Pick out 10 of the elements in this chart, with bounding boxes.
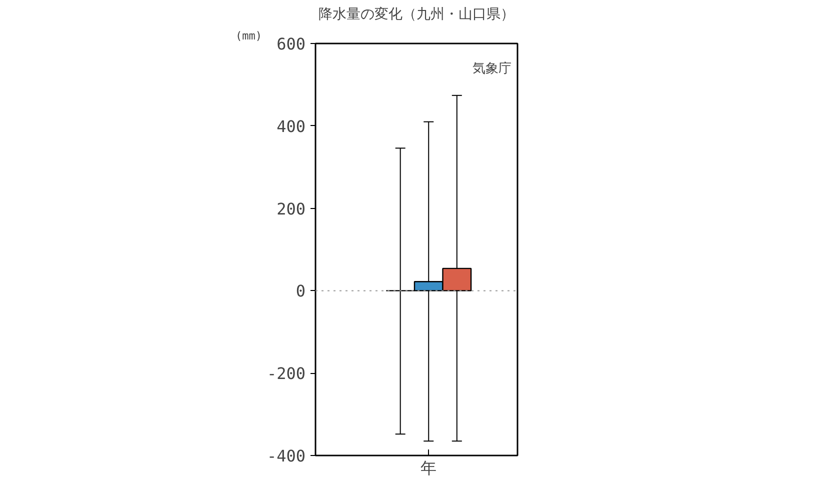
y-axis-title: (mm) [236,30,262,42]
x-tick-label: 年 [420,460,437,478]
y-tick-label: -400 [266,446,306,466]
chart-title: 降水量の変化（九州・山口県） [318,6,514,22]
y-tick-label: 400 [276,116,306,136]
y-tick-label: -200 [266,364,306,384]
y-tick-label: 0 [296,282,306,301]
y-tick-label: 600 [276,34,306,54]
annotation: 気象庁 [472,60,512,76]
y-tick-label: 200 [276,199,306,218]
